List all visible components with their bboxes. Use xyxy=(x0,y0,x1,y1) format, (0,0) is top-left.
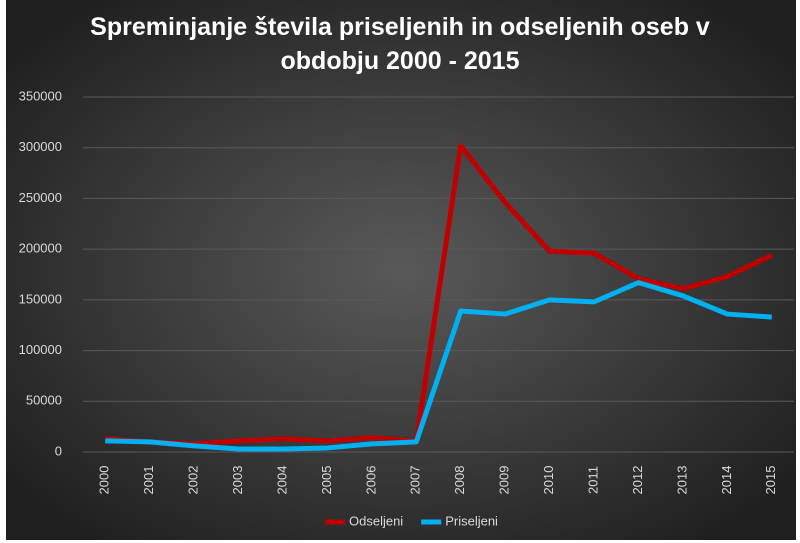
x-tick-label: 2004 xyxy=(274,466,289,495)
x-tick-label: 2011 xyxy=(585,466,600,494)
background xyxy=(6,0,796,540)
series-line xyxy=(105,280,772,452)
x-tick-label: 2015 xyxy=(763,466,778,495)
x-tick-label: 2000 xyxy=(97,466,112,495)
y-tick-label: 300000 xyxy=(19,139,62,154)
y-tick-label: 350000 xyxy=(19,88,62,103)
x-tick-label: 2007 xyxy=(408,466,423,495)
y-tick-label: 150000 xyxy=(19,291,62,306)
y-tick-label: 0 xyxy=(55,443,62,458)
y-tick-label: 50000 xyxy=(26,393,62,408)
x-tick-label: 2009 xyxy=(497,466,512,495)
legend-label: Priseljeni xyxy=(445,513,498,528)
x-tick-label: 2003 xyxy=(230,466,245,495)
y-tick-label: 200000 xyxy=(19,241,62,256)
x-tick-label: 2013 xyxy=(674,466,689,495)
y-tick-label: 100000 xyxy=(19,342,62,357)
y-tick-label: 250000 xyxy=(19,190,62,205)
x-tick-label: 2005 xyxy=(319,466,334,495)
x-tick-label: 2010 xyxy=(541,466,556,495)
chart-title: Spreminjanje števila priseljenih in odse… xyxy=(90,13,710,75)
x-tick-label: 2002 xyxy=(186,466,201,495)
series-line xyxy=(105,143,773,447)
x-tick-label: 2012 xyxy=(630,466,645,495)
x-tick-label: 2008 xyxy=(452,466,467,495)
x-tick-label: 2006 xyxy=(363,466,378,495)
x-tick-label: 2014 xyxy=(719,466,734,495)
legend-label: Odseljeni xyxy=(349,513,403,528)
x-tick-label: 2001 xyxy=(141,466,156,495)
